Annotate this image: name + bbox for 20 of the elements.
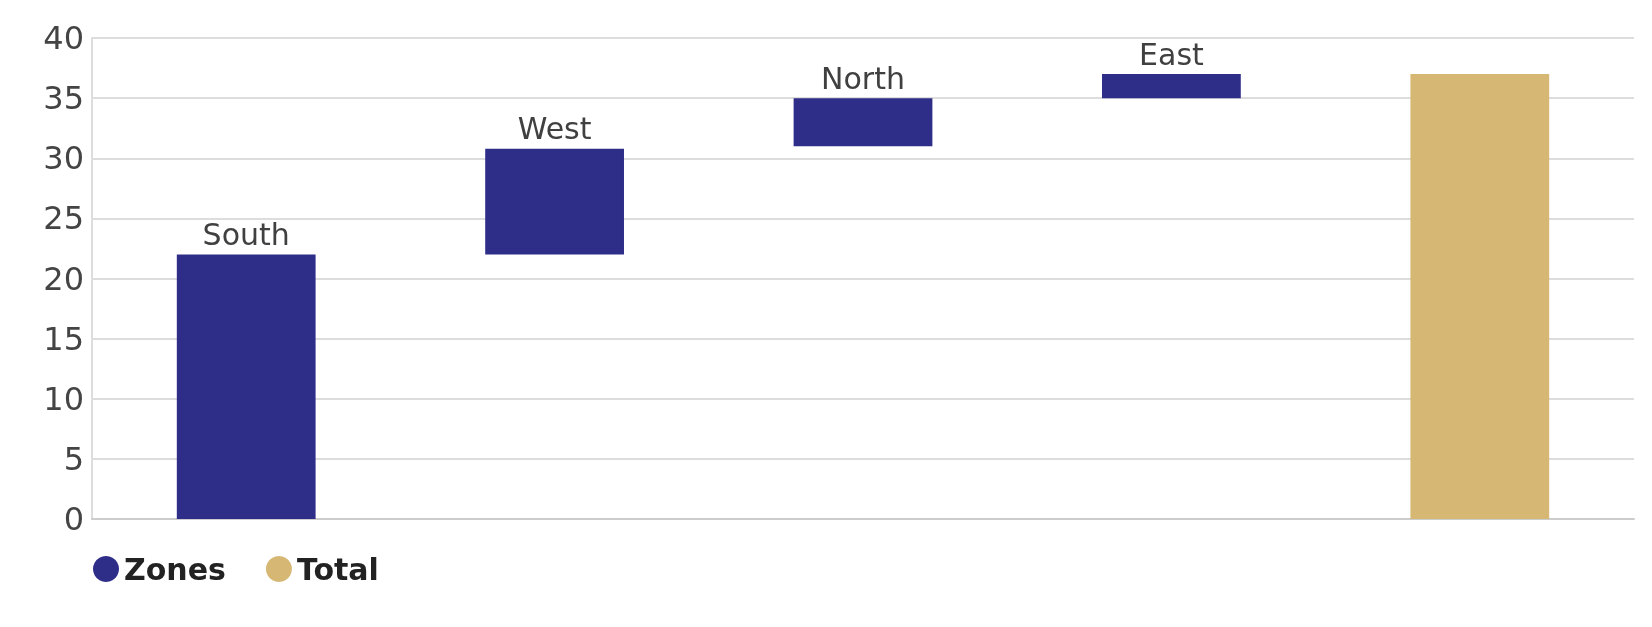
x-tick-label: North (821, 60, 905, 96)
y-tick-label: 35 (43, 79, 84, 118)
y-tick-label: 40 (43, 19, 84, 57)
y-tick-label: 15 (43, 319, 84, 358)
y-tick-label: 10 (43, 379, 84, 418)
x-tick-label: South (202, 216, 290, 252)
bar (485, 148, 624, 255)
bar (176, 254, 316, 519)
y-tick-label: 0 (63, 500, 84, 538)
y-tick-label: 30 (43, 139, 84, 178)
y-tick-label: 20 (43, 259, 84, 298)
bar (793, 98, 933, 147)
bar (1102, 74, 1241, 99)
legend-label: Zones (124, 551, 226, 587)
y-tick-label: 25 (43, 199, 84, 238)
x-tick-label: East (1139, 36, 1204, 72)
y-tick-label: 5 (63, 439, 84, 478)
legend-label: Total (296, 551, 379, 587)
x-tick-label: West (517, 111, 592, 147)
bar (1410, 74, 1550, 519)
